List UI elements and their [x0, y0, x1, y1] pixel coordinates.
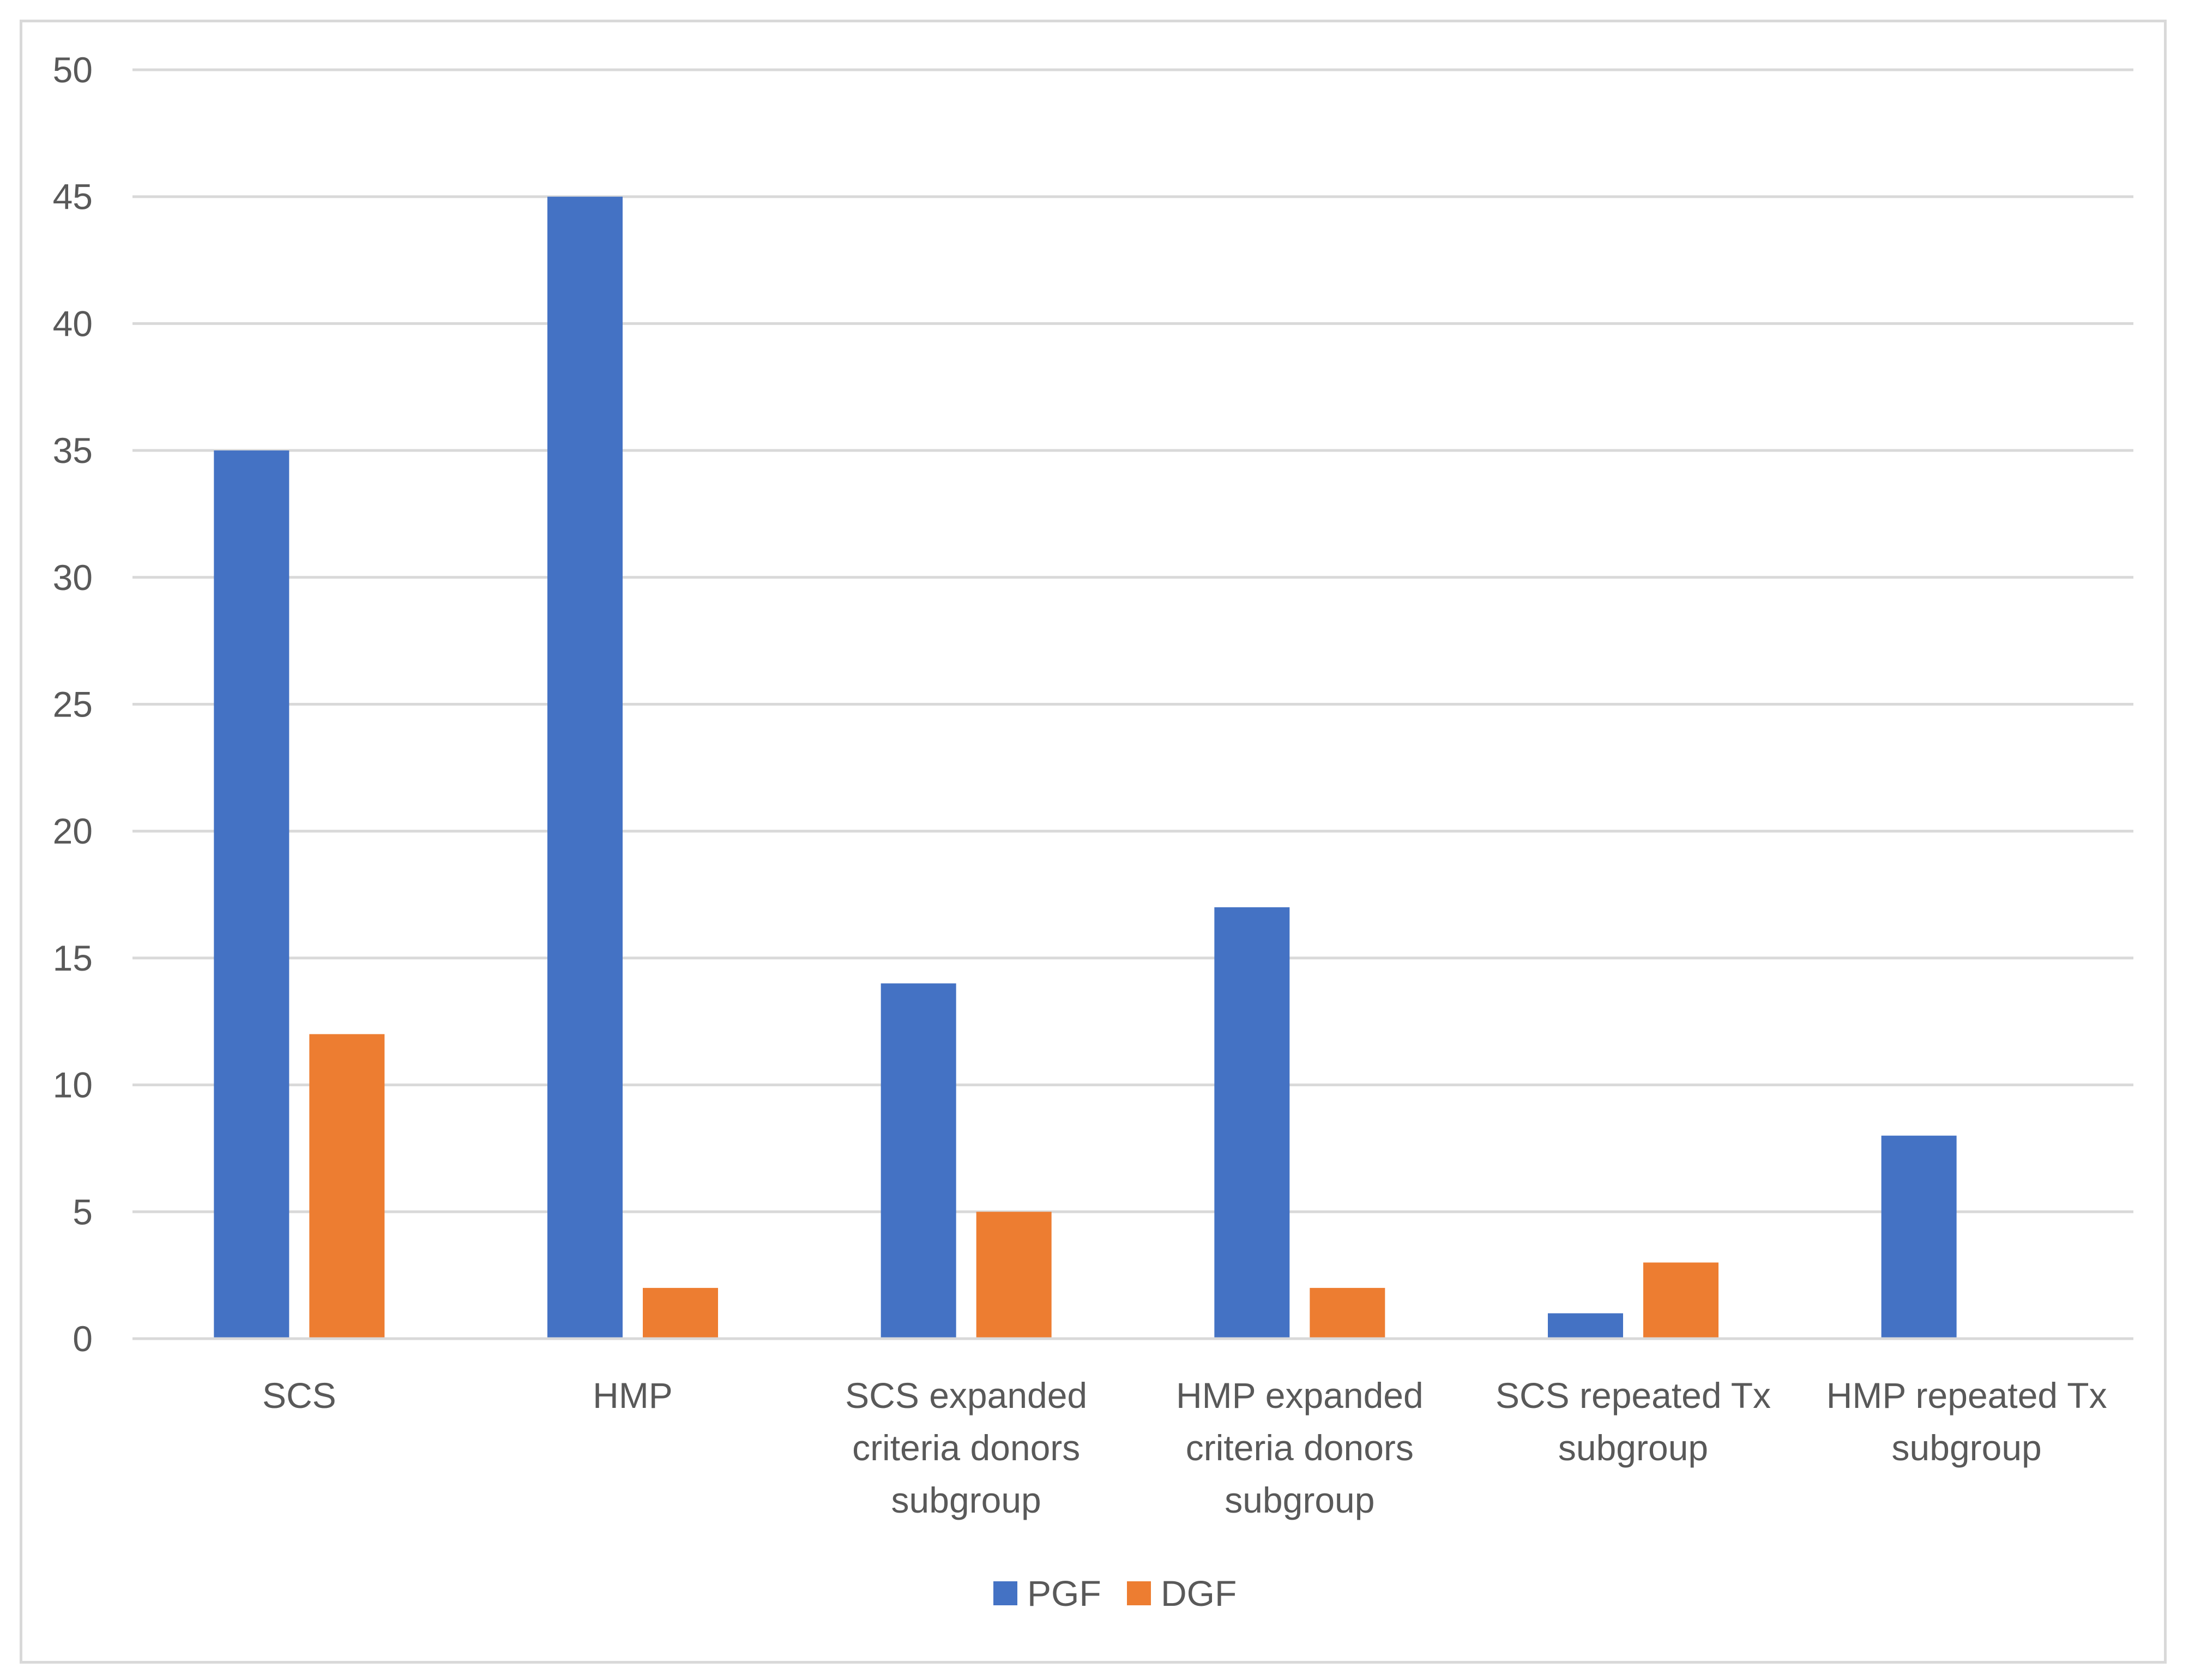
y-tick-label-50: 50 — [53, 50, 93, 90]
x-category-label: SCS expanded — [845, 1375, 1087, 1416]
bar-dgf-3 — [1310, 1287, 1385, 1339]
legend-label-dgf: DGF — [1161, 1573, 1237, 1613]
x-category-label: HMP repeated Tx — [1826, 1375, 2107, 1416]
y-tick-label-20: 20 — [53, 811, 93, 851]
bar-pgf-4 — [1548, 1313, 1623, 1339]
bar-dgf-2 — [976, 1212, 1052, 1339]
bar-dgf-0 — [309, 1034, 385, 1339]
x-category-label: criteria donors — [852, 1428, 1080, 1468]
legend-swatch-pgf — [993, 1581, 1017, 1605]
bar-pgf-3 — [1214, 907, 1290, 1339]
y-tick-label-25: 25 — [53, 684, 93, 725]
y-tick-label-30: 30 — [53, 557, 93, 598]
x-category-label: HMP expanded — [1176, 1375, 1424, 1416]
legend-label-pgf: PGF — [1027, 1573, 1101, 1613]
y-tick-label-40: 40 — [53, 303, 93, 344]
x-category-label: criteria donors — [1186, 1428, 1414, 1468]
y-tick-label-15: 15 — [53, 938, 93, 978]
x-category-label: SCS repeated Tx — [1496, 1375, 1771, 1416]
bar-pgf-5 — [1881, 1135, 1957, 1339]
bar-dgf-4 — [1643, 1262, 1718, 1339]
y-tick-label-45: 45 — [53, 177, 93, 217]
x-category-label: subgroup — [1892, 1428, 2042, 1468]
bar-pgf-2 — [881, 983, 956, 1339]
x-category-label: SCS — [262, 1375, 336, 1416]
y-tick-label-5: 5 — [73, 1191, 93, 1232]
bar-pgf-1 — [547, 196, 623, 1339]
y-tick-label-35: 35 — [53, 430, 93, 471]
x-category-label: subgroup — [1558, 1428, 1708, 1468]
x-category-label: subgroup — [891, 1480, 1041, 1520]
y-tick-label-0: 0 — [73, 1318, 93, 1359]
legend-swatch-dgf — [1127, 1581, 1151, 1605]
bar-pgf-0 — [214, 450, 290, 1339]
y-tick-label-10: 10 — [53, 1065, 93, 1105]
chart-frame — [20, 20, 2167, 1664]
bar-dgf-1 — [643, 1287, 718, 1339]
x-category-label: subgroup — [1225, 1480, 1374, 1520]
x-category-label: HMP — [593, 1375, 673, 1416]
